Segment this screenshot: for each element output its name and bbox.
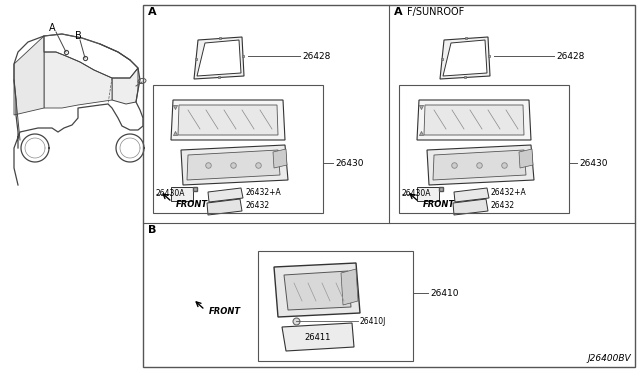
Polygon shape xyxy=(181,145,288,185)
Text: 26430A: 26430A xyxy=(402,189,431,198)
Text: 26432+A: 26432+A xyxy=(245,187,281,196)
Bar xyxy=(153,85,323,213)
Polygon shape xyxy=(427,145,534,185)
Polygon shape xyxy=(433,150,526,180)
Bar xyxy=(143,5,635,367)
Polygon shape xyxy=(454,188,489,202)
Text: 26410: 26410 xyxy=(430,289,458,298)
Polygon shape xyxy=(519,149,533,168)
Text: FRONT: FRONT xyxy=(423,199,455,208)
Polygon shape xyxy=(341,269,358,305)
Text: A: A xyxy=(49,23,55,33)
Polygon shape xyxy=(194,37,244,79)
Polygon shape xyxy=(178,105,278,135)
Text: FRONT: FRONT xyxy=(209,308,241,317)
Text: B: B xyxy=(148,225,156,235)
Polygon shape xyxy=(424,105,524,135)
Text: 26428: 26428 xyxy=(556,51,584,61)
Bar xyxy=(417,187,439,201)
Text: 26428: 26428 xyxy=(302,51,330,61)
Polygon shape xyxy=(197,40,241,76)
Text: A: A xyxy=(394,7,403,17)
Text: F/SUNROOF: F/SUNROOF xyxy=(407,7,464,17)
Text: J26400BV: J26400BV xyxy=(588,354,631,363)
Polygon shape xyxy=(443,40,487,76)
Polygon shape xyxy=(112,68,138,104)
Text: 26432+A: 26432+A xyxy=(491,187,527,196)
Text: 26430A: 26430A xyxy=(156,189,186,198)
Polygon shape xyxy=(417,100,531,140)
Text: B: B xyxy=(75,31,81,41)
Bar xyxy=(399,85,569,213)
Text: 26430: 26430 xyxy=(335,158,364,167)
Text: 26432: 26432 xyxy=(491,201,515,209)
Polygon shape xyxy=(44,52,112,108)
Polygon shape xyxy=(453,199,488,215)
Polygon shape xyxy=(274,263,360,317)
Text: 26432: 26432 xyxy=(245,201,269,209)
Polygon shape xyxy=(171,100,285,140)
Bar xyxy=(258,251,413,361)
Polygon shape xyxy=(187,150,280,180)
Text: 26410J: 26410J xyxy=(360,317,387,326)
Text: 26430: 26430 xyxy=(579,158,607,167)
Polygon shape xyxy=(440,37,490,79)
Polygon shape xyxy=(284,271,351,310)
Polygon shape xyxy=(207,199,242,215)
Polygon shape xyxy=(208,188,243,202)
Bar xyxy=(171,187,193,201)
Text: 26411: 26411 xyxy=(305,333,331,341)
Polygon shape xyxy=(282,323,354,351)
Polygon shape xyxy=(273,149,287,168)
Polygon shape xyxy=(14,36,44,115)
Text: FRONT: FRONT xyxy=(176,199,208,208)
Text: A: A xyxy=(148,7,157,17)
